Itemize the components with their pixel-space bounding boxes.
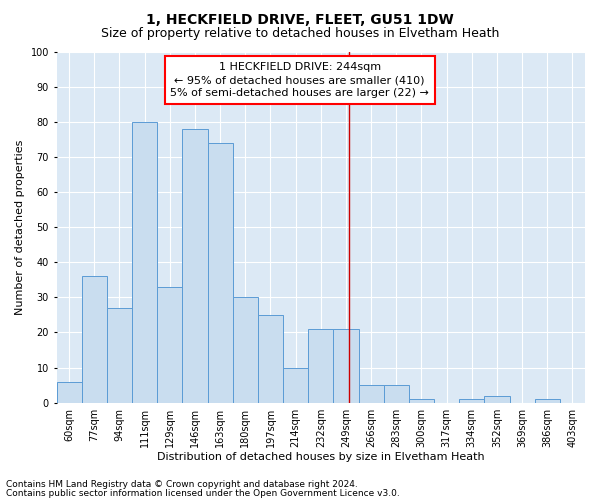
Bar [132,122,157,402]
Text: Contains public sector information licensed under the Open Government Licence v3: Contains public sector information licen… [6,488,400,498]
Bar [82,276,107,402]
Bar [258,315,283,402]
Bar [182,129,208,402]
Bar [107,308,132,402]
Y-axis label: Number of detached properties: Number of detached properties [15,140,25,315]
Bar [334,329,359,402]
Text: Size of property relative to detached houses in Elvetham Heath: Size of property relative to detached ho… [101,28,499,40]
Text: 1, HECKFIELD DRIVE, FLEET, GU51 1DW: 1, HECKFIELD DRIVE, FLEET, GU51 1DW [146,12,454,26]
Bar [208,143,233,403]
Text: Contains HM Land Registry data © Crown copyright and database right 2024.: Contains HM Land Registry data © Crown c… [6,480,358,489]
Bar [535,399,560,402]
Bar [484,396,509,402]
Bar [283,368,308,402]
Bar [359,385,383,402]
Bar [233,298,258,403]
Bar [383,385,409,402]
X-axis label: Distribution of detached houses by size in Elvetham Heath: Distribution of detached houses by size … [157,452,485,462]
Bar [308,329,334,402]
Text: 1 HECKFIELD DRIVE: 244sqm  
← 95% of detached houses are smaller (410)
5% of sem: 1 HECKFIELD DRIVE: 244sqm ← 95% of detac… [170,62,429,98]
Bar [459,399,484,402]
Bar [157,287,182,403]
Bar [56,382,82,402]
Bar [409,399,434,402]
